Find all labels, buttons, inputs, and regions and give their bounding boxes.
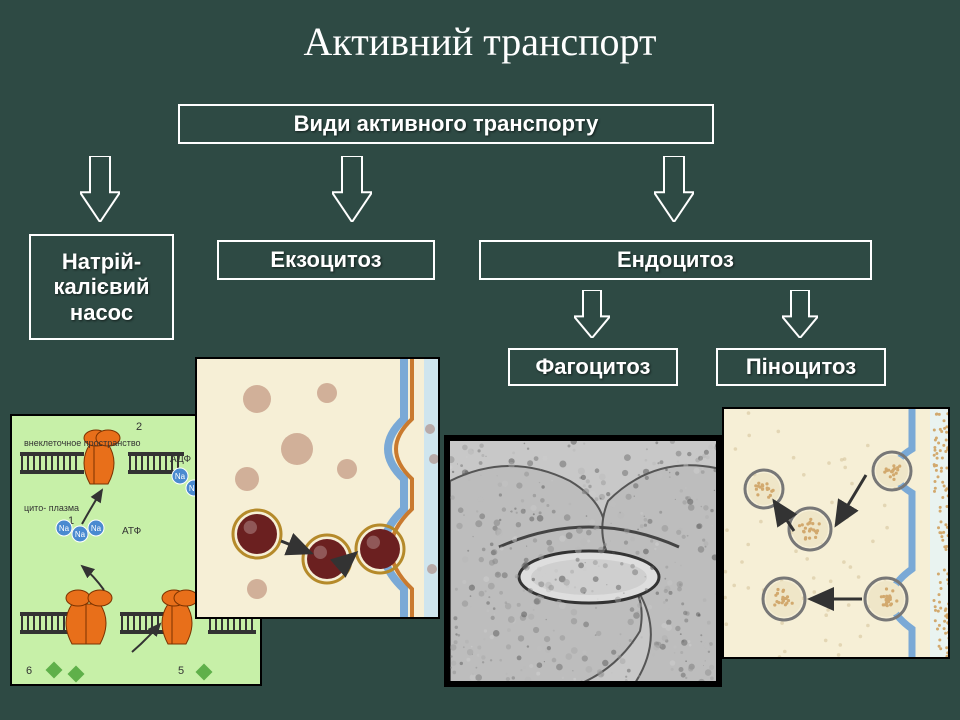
- box-exocytosis: Екзоцитоз: [217, 240, 435, 280]
- box-pino-label: Піноцитоз: [746, 354, 856, 379]
- arrow-to-exocytosis: [332, 156, 372, 222]
- svg-text:АТФ: АТФ: [122, 526, 142, 537]
- svg-text:2: 2: [136, 421, 142, 433]
- box-sodium-potassium-pump: Натрій- калієвий насос: [29, 234, 174, 340]
- svg-text:цито- плазма: цито- плазма: [24, 503, 79, 513]
- box-exo-label: Екзоцитоз: [270, 247, 381, 272]
- box-phago-label: Фагоцитоз: [536, 354, 651, 379]
- box-types-heading: Види активного транспорту: [178, 104, 714, 144]
- svg-text:Na: Na: [175, 472, 186, 481]
- image-phagocytosis-micrograph: [444, 435, 722, 687]
- box-phagocytosis: Фагоцитоз: [508, 348, 678, 386]
- svg-text:АДФ: АДФ: [170, 454, 192, 465]
- box-types-label: Види активного транспорту: [294, 111, 599, 136]
- arrow-to-pump: [80, 156, 120, 222]
- box-endo-label: Ендоцитоз: [617, 247, 734, 272]
- slide-title-text: Активний транспорт: [303, 19, 656, 64]
- box-pinocytosis: Піноцитоз: [716, 348, 886, 386]
- box-endocytosis: Ендоцитоз: [479, 240, 872, 280]
- svg-text:Na: Na: [59, 524, 70, 533]
- slide-title: Активний транспорт: [0, 18, 960, 65]
- arrow-to-endocytosis: [654, 156, 694, 222]
- svg-text:6: 6: [26, 665, 32, 677]
- arrow-to-pinocytosis: [782, 290, 818, 338]
- svg-text:Na: Na: [75, 530, 86, 539]
- arrow-to-phagocytosis: [574, 290, 610, 338]
- svg-text:Na: Na: [91, 524, 102, 533]
- image-pinocytosis: [722, 407, 950, 659]
- box-pump-label: Натрій- калієвий насос: [53, 249, 149, 325]
- svg-text:5: 5: [178, 665, 184, 677]
- image-exocytosis: [195, 357, 440, 619]
- svg-text:внеклеточное пространство: внеклеточное пространство: [24, 438, 141, 448]
